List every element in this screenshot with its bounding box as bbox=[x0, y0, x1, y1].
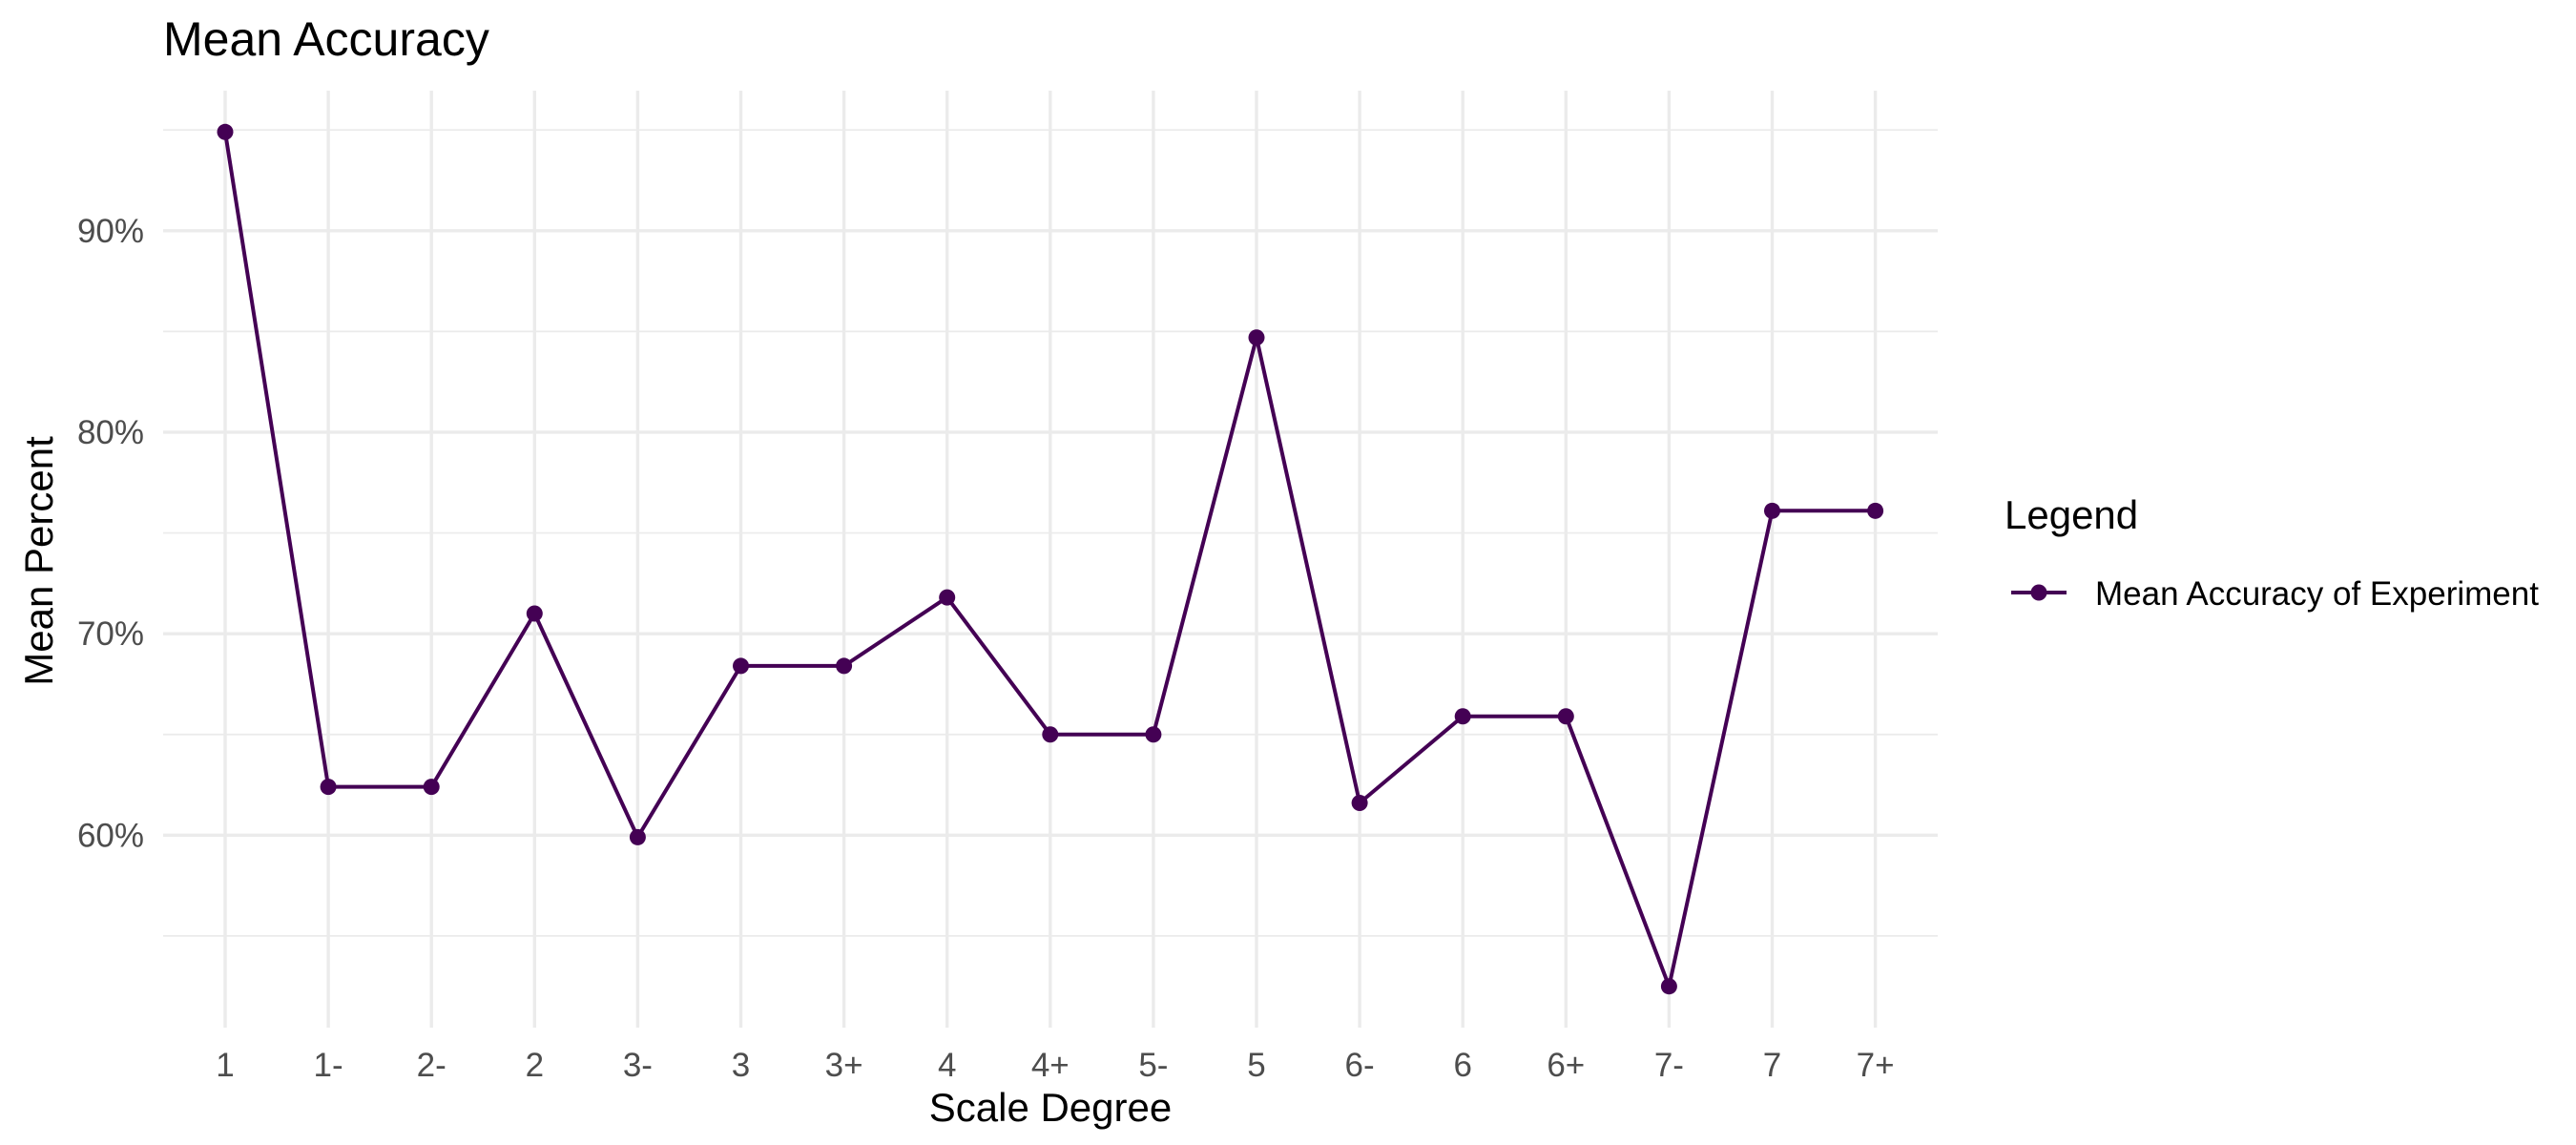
data-point bbox=[526, 605, 543, 622]
data-point bbox=[733, 657, 749, 675]
x-tick-label: 3- bbox=[623, 1047, 653, 1084]
x-tick-label: 1 bbox=[216, 1047, 234, 1084]
data-point bbox=[1764, 502, 1780, 519]
legend-title: Legend bbox=[2005, 492, 2138, 537]
data-point bbox=[423, 779, 440, 796]
data-point bbox=[1248, 329, 1265, 346]
data-point bbox=[939, 589, 956, 606]
data-point bbox=[217, 123, 234, 140]
x-tick-label: 3 bbox=[732, 1047, 750, 1084]
x-tick-label: 4 bbox=[938, 1047, 956, 1084]
data-point bbox=[1454, 708, 1471, 725]
x-axis-tick-labels: 1 1- 2- 2 3- 3 3+ 4 4+ 5- 5 6- 6 6+ 7- 7 7+ bbox=[216, 1047, 1894, 1084]
x-tick-label: 2 bbox=[526, 1047, 544, 1084]
data-point bbox=[836, 657, 853, 675]
y-tick-label: 80% bbox=[77, 414, 144, 451]
legend-key-marker bbox=[2030, 584, 2047, 601]
y-tick-label: 60% bbox=[77, 817, 144, 854]
x-tick-label: 7 bbox=[1763, 1047, 1781, 1084]
data-point bbox=[1557, 708, 1574, 725]
x-axis-title: Scale Degree bbox=[929, 1085, 1172, 1130]
y-tick-label: 70% bbox=[77, 615, 144, 653]
x-tick-label: 2- bbox=[417, 1047, 447, 1084]
data-point bbox=[1351, 795, 1368, 812]
data-point bbox=[1867, 502, 1884, 519]
y-tick-label: 90% bbox=[77, 213, 144, 250]
x-tick-label: 7+ bbox=[1857, 1047, 1895, 1084]
data-point bbox=[629, 828, 646, 845]
chart-title: Mean Accuracy bbox=[163, 12, 489, 66]
legend: Legend Mean Accuracy of Experiment bbox=[2005, 492, 2539, 613]
x-tick-label: 3+ bbox=[825, 1047, 863, 1084]
x-tick-label: 6+ bbox=[1547, 1047, 1585, 1084]
x-tick-label: 5 bbox=[1247, 1047, 1265, 1084]
x-tick-label: 6- bbox=[1345, 1047, 1375, 1084]
plot-panel bbox=[163, 91, 1938, 1028]
major-gridlines-x bbox=[223, 91, 1878, 1028]
y-axis-tick-labels: 60% 70% 80% 90% bbox=[77, 213, 144, 855]
x-tick-label: 1- bbox=[314, 1047, 343, 1084]
data-point bbox=[1042, 726, 1059, 743]
data-point bbox=[1145, 726, 1162, 743]
data-point bbox=[320, 779, 337, 796]
x-tick-label: 7- bbox=[1654, 1047, 1684, 1084]
legend-label: Mean Accuracy of Experiment bbox=[2095, 575, 2539, 613]
data-point bbox=[1660, 978, 1677, 995]
series-layer bbox=[217, 123, 1884, 995]
y-axis-title: Mean Percent bbox=[16, 436, 61, 686]
x-tick-label: 6 bbox=[1453, 1047, 1471, 1084]
x-tick-label: 5- bbox=[1138, 1047, 1168, 1084]
x-tick-label: 4+ bbox=[1031, 1047, 1070, 1084]
